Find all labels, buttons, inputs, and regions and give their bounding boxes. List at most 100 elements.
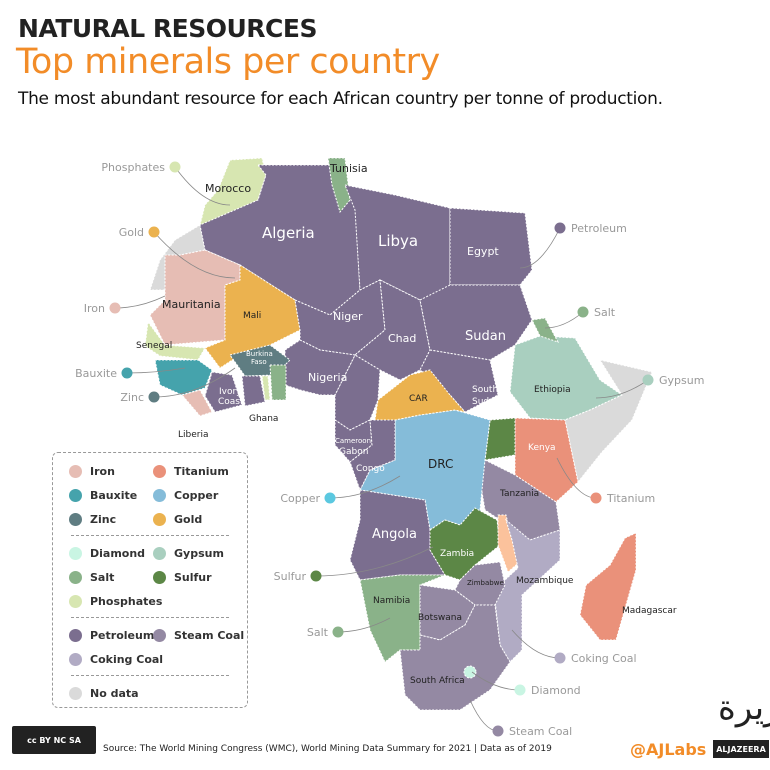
callout-dot-titanium — [590, 492, 602, 504]
country-mauritania — [149, 249, 241, 346]
label-south_sudan_2: Sudan — [472, 397, 500, 407]
country-gabon — [334, 419, 373, 463]
legend-label: Copper — [174, 489, 219, 502]
label-gabon: Gabon — [339, 447, 368, 457]
country-eritrea — [531, 317, 560, 343]
label-burkina_2: Faso — [251, 358, 267, 366]
legend-label: Zinc — [90, 513, 117, 526]
label-namibia: Namibia — [373, 596, 410, 606]
legend-swatch — [69, 513, 82, 526]
label-cameroon: Cameroon — [335, 437, 371, 445]
legend-swatch — [69, 547, 82, 560]
legend-label: Iron — [90, 465, 115, 478]
legend-item-zinc: Zinc — [69, 513, 116, 526]
label-zimbabwe: Zimbabwe — [467, 579, 504, 587]
callout-label-copper: Copper — [280, 492, 320, 505]
legend-item-gypsum: Gypsum — [153, 547, 224, 560]
country-congo — [349, 419, 396, 492]
callout-dot-salt_s — [332, 626, 344, 638]
label-madagascar: Madagascar — [622, 606, 677, 616]
label-kenya: Kenya — [528, 443, 556, 453]
callout-label-petroleum: Petroleum — [571, 222, 627, 235]
label-nigeria: Nigeria — [308, 371, 347, 384]
label-algeria: Algeria — [262, 224, 315, 242]
legend-swatch — [69, 629, 82, 642]
legend-item-bauxite: Bauxite — [69, 489, 137, 502]
label-chad: Chad — [388, 332, 416, 345]
country-cameroon — [334, 354, 381, 431]
legend-item-petroleum: Petroleum — [69, 629, 154, 642]
legend-swatch — [153, 465, 166, 478]
label-morocco: Morocco — [205, 182, 251, 195]
legend-swatch — [69, 653, 82, 666]
callout-dot-salt_n — [577, 306, 589, 318]
callout-dot-phosphates — [169, 161, 181, 173]
label-zambia: Zambia — [440, 549, 474, 559]
legend: Iron Titanium Bauxite Copper Zinc Gold Diamond… — [52, 452, 248, 708]
legend-swatch — [69, 595, 82, 608]
label-angola: Angola — [372, 527, 417, 542]
aljazeera-wordmark: ALJAZEERA — [713, 740, 769, 758]
legend-label: Phosphates — [90, 595, 163, 608]
label-tanzania: Tanzania — [499, 489, 539, 499]
callout-label-sulfur: Sulfur — [274, 570, 307, 583]
label-niger: Niger — [333, 310, 363, 323]
legend-item-titanium: Titanium — [153, 465, 229, 478]
country-benin — [269, 364, 287, 401]
legend-label: No data — [90, 687, 139, 700]
country-guinea — [154, 359, 213, 396]
label-ethiopia: Ethiopia — [534, 385, 571, 395]
label-tunisia: Tunisia — [329, 162, 368, 175]
callout-dot-copper — [324, 492, 336, 504]
callout-label-coking_coal: Coking Coal — [571, 652, 637, 665]
source-note: Source: The World Mining Congress (WMC),… — [103, 744, 552, 754]
callout-label-steam_coal: Steam Coal — [509, 725, 572, 738]
legend-item-phosphates: Phosphates — [69, 595, 162, 608]
country-angola — [349, 489, 446, 581]
callout-line-iron — [114, 295, 166, 309]
country-ivory-coast — [204, 371, 243, 413]
country-egypt — [449, 207, 533, 286]
legend-label: Petroleum — [90, 629, 155, 642]
callout-dot-petroleum — [554, 222, 566, 234]
callout-label-salt_s: Salt — [307, 626, 329, 639]
legend-swatch — [153, 513, 166, 526]
legend-label: Bauxite — [90, 489, 138, 502]
callout-label-salt_n: Salt — [594, 306, 616, 319]
legend-label: Sulfur — [174, 571, 212, 584]
legend-item-copper: Copper — [153, 489, 218, 502]
legend-item-gold: Gold — [153, 513, 202, 526]
callout-line-petroleum — [519, 227, 561, 269]
legend-divider — [71, 535, 229, 536]
callout-dot-gold — [148, 226, 160, 238]
legend-label: Diamond — [90, 547, 146, 560]
callout-dot-coking_coal — [554, 652, 566, 664]
callout-dot-gypsum — [642, 374, 654, 386]
callout-label-diamond: Diamond — [531, 684, 581, 697]
legend-swatch — [69, 687, 82, 700]
legend-swatch — [69, 465, 82, 478]
legend-swatch — [69, 489, 82, 502]
label-sudan: Sudan — [465, 329, 506, 344]
callout-label-gypsum: Gypsum — [659, 374, 704, 387]
legend-label: Gypsum — [174, 547, 224, 560]
callout-line-salt_n — [544, 311, 584, 329]
label-ivory_2: Coast — [218, 397, 244, 407]
legend-item-sulfur: Sulfur — [153, 571, 212, 584]
country-tunisia — [327, 157, 351, 214]
callout-dot-zinc — [148, 391, 160, 403]
country-togo — [261, 375, 271, 401]
country-namibia — [359, 574, 446, 663]
label-senegal: Senegal — [136, 341, 172, 351]
label-mozambique: Mozambique — [516, 576, 574, 586]
kicker: NATURAL RESOURCES — [18, 14, 317, 43]
country-chad — [354, 279, 431, 381]
callout-line-phosphates — [174, 166, 231, 206]
callout-line-zinc — [153, 367, 236, 398]
aljazeera-logo-icon: الجزيرة — [718, 688, 770, 728]
callout-label-bauxite: Bauxite — [75, 367, 117, 380]
label-congo: Congo — [356, 464, 385, 474]
callout-label-iron: Iron — [84, 302, 105, 315]
callout-dot-steam_coal — [492, 725, 504, 737]
legend-item-coking_coal: Coking Coal — [69, 653, 163, 666]
